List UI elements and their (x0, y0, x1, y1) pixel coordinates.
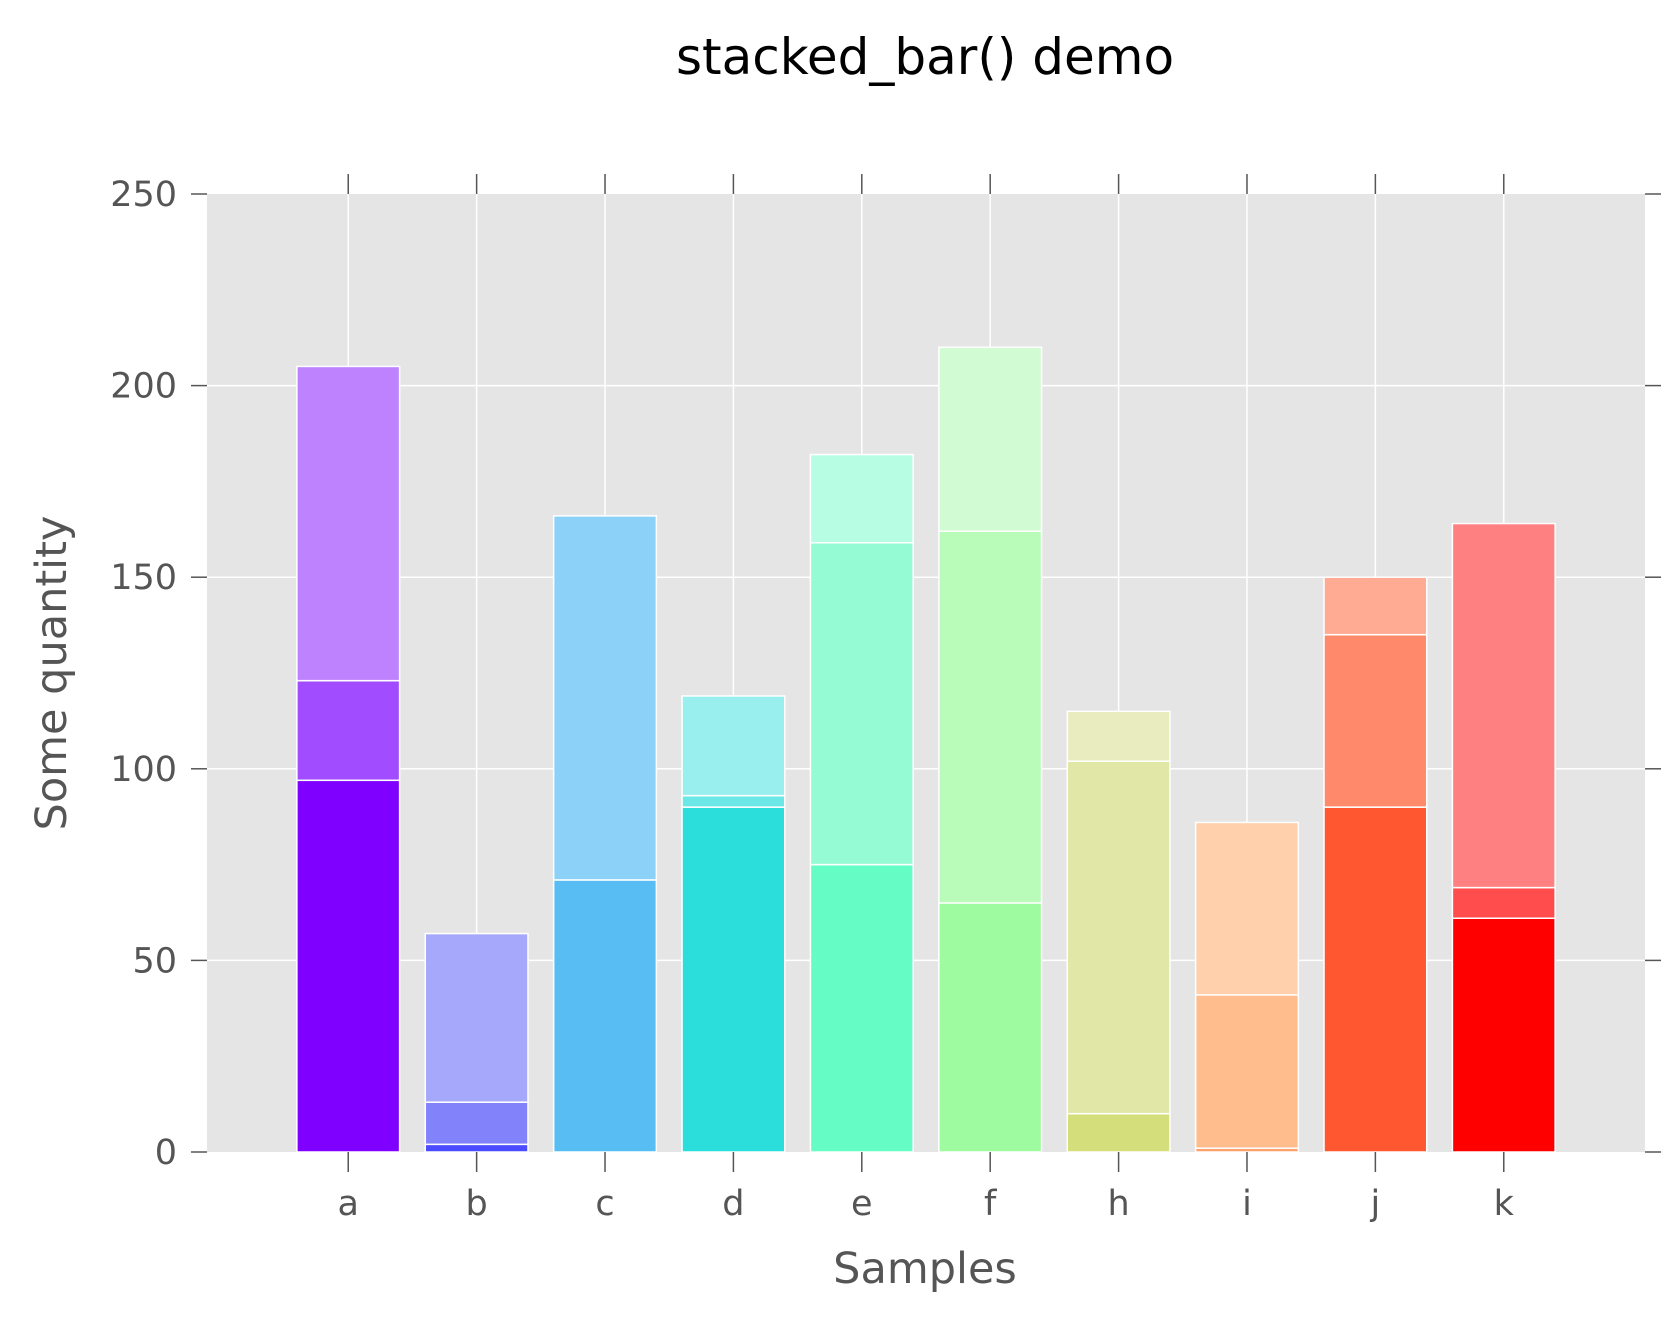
x-tick-label: b (466, 1184, 488, 1224)
bar-segment-b (424, 932, 529, 1103)
bar-segment-h (1066, 760, 1171, 1115)
y-tick-label: 150 (110, 558, 177, 598)
bar-segment-d (681, 695, 786, 797)
bar-segment-d (681, 794, 786, 808)
bar-segment-c (552, 515, 658, 881)
x-tick-label: d (722, 1184, 744, 1224)
x-tick-label: a (338, 1184, 359, 1224)
chart-title: stacked_bar() demo (676, 28, 1174, 86)
bar-segment-b (424, 1143, 529, 1153)
x-tick-label: j (1370, 1184, 1381, 1224)
bar-segment-j (1323, 633, 1428, 808)
bar-segment-k (1451, 522, 1556, 889)
bar-segment-k (1451, 917, 1556, 1153)
bar-segment-f (938, 346, 1043, 532)
bar-segment-e (809, 453, 914, 544)
bar-segment-a (296, 679, 401, 782)
bar-segment-a (296, 365, 401, 682)
bar-segment-k (1451, 886, 1556, 919)
bar-segment-h (1066, 1112, 1171, 1153)
x-tick-label: i (1242, 1184, 1252, 1224)
axis-ticks: 0 50 100 150 200 250 a b c d e f h i j k (110, 174, 1661, 1224)
x-tick-label: h (1107, 1184, 1129, 1224)
x-tick-label: c (595, 1184, 614, 1224)
bar-segment-j (1323, 806, 1428, 1153)
bar-segment-f (938, 530, 1043, 904)
y-tick-label: 50 (132, 941, 177, 981)
y-axis-label: Some quantity (27, 516, 77, 831)
y-tick-label: 200 (110, 367, 177, 407)
plot-area (207, 194, 1645, 1152)
bar-segment-a (296, 779, 401, 1153)
y-tick-label: 250 (110, 175, 177, 215)
x-axis-label: Samples (833, 1244, 1017, 1294)
x-tick-label: e (851, 1184, 873, 1224)
x-tick-label: f (984, 1184, 997, 1224)
bar-segment-h (1066, 710, 1171, 762)
bar-segment-f (938, 902, 1043, 1153)
y-tick-label: 0 (155, 1133, 177, 1173)
bar-segment-j (1323, 576, 1428, 636)
bar-segment-d (681, 806, 786, 1153)
bar-segment-b (424, 1101, 529, 1146)
bar-segment-e (809, 863, 914, 1153)
x-tick-label: k (1494, 1184, 1515, 1224)
bar-segment-i (1194, 821, 1300, 996)
bars (296, 346, 1556, 1153)
bar-segment-c (552, 879, 658, 1153)
bar-segment-i (1194, 994, 1300, 1149)
y-tick-label: 100 (110, 750, 177, 790)
bar-segment-e (809, 541, 914, 866)
